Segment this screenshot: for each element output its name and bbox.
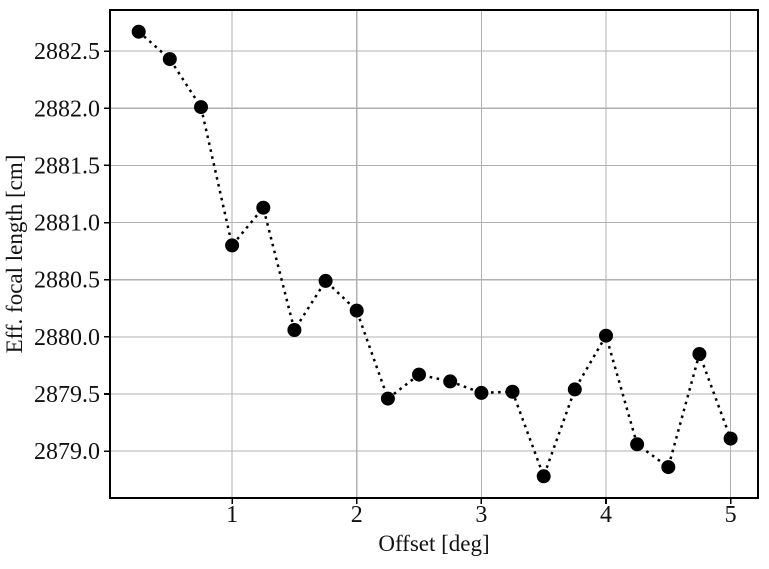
x-tick-label: 4 <box>600 502 612 528</box>
data-point <box>599 328 613 343</box>
x-tick-label: 2 <box>351 502 363 528</box>
data-point <box>630 437 645 452</box>
data-point <box>661 460 676 475</box>
data-point <box>349 303 364 318</box>
data-point <box>692 347 707 361</box>
data-point <box>256 200 271 215</box>
data-point <box>380 391 395 406</box>
series-dotted-line <box>137 30 732 478</box>
data-series <box>131 24 738 484</box>
y-tick-label: 2880.0 <box>34 325 100 351</box>
axis-ticks <box>104 50 732 504</box>
x-tick-label: 1 <box>226 502 238 528</box>
data-point <box>505 384 520 399</box>
data-point <box>474 385 489 400</box>
x-axis-label: Offset [deg] <box>378 531 489 556</box>
y-axis-label: Eff. focal length [cm] <box>2 155 27 354</box>
x-tick-label: 3 <box>475 502 487 528</box>
y-tick-label: 2881.5 <box>34 153 100 179</box>
y-tick-label: 2882.0 <box>34 96 100 122</box>
data-point <box>723 431 738 446</box>
data-point <box>287 323 302 337</box>
data-point <box>536 469 551 484</box>
y-tick-label: 2879.0 <box>34 439 100 465</box>
y-tick-label: 2879.5 <box>34 382 100 408</box>
data-point <box>318 273 333 288</box>
gridlines <box>110 10 758 498</box>
plot-border <box>109 9 759 499</box>
data-point <box>162 52 177 67</box>
data-point <box>412 367 426 382</box>
x-tick-label: 5 <box>725 502 737 528</box>
data-point <box>567 382 582 397</box>
data-point <box>443 374 458 389</box>
data-point <box>131 24 146 39</box>
y-tick-label: 2881.0 <box>34 211 100 237</box>
axis-tick-labels: 1 2 3 4 5 2879.0 2879.5 2880.0 2880.5 2881.0 2881.… <box>34 39 737 528</box>
y-tick-label: 2880.5 <box>34 268 100 294</box>
y-tick-label: 2882.5 <box>34 39 100 65</box>
data-point <box>225 238 240 253</box>
data-point <box>194 100 208 115</box>
